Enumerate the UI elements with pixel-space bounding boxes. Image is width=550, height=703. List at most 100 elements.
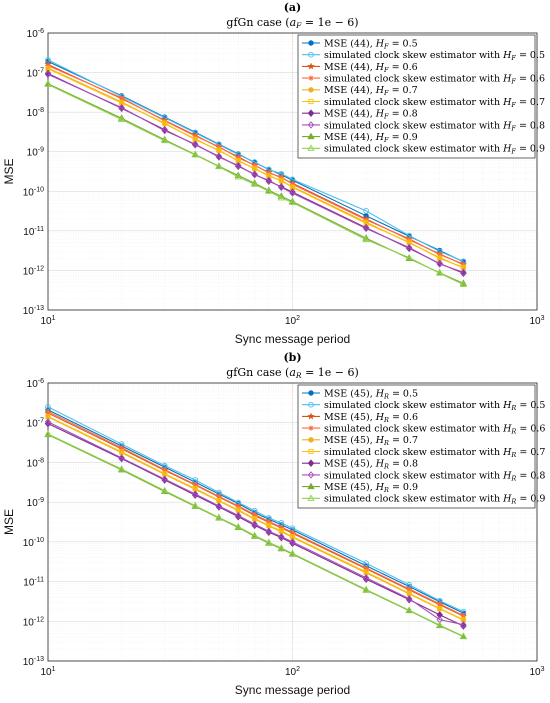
y-tick-label: 10-8: [27, 107, 44, 119]
legend-entry: simulated clock skew estimator with HF =…: [302, 97, 545, 109]
data-point: [278, 174, 284, 180]
data-point: [235, 503, 241, 509]
series-8: [44, 418, 467, 629]
x-axis-label: Sync message period: [235, 683, 350, 697]
data-point: [162, 466, 168, 473]
data-point: [45, 409, 51, 415]
data-point: [216, 493, 222, 499]
data-point: [405, 243, 413, 252]
legend-marker: [308, 51, 314, 58]
legend-entry: simulated clock skew estimator with HR =…: [302, 447, 545, 459]
data-point: [161, 136, 169, 144]
series-line: [47, 433, 464, 637]
data-point: [277, 193, 285, 201]
data-point: [44, 80, 52, 87]
series-line: [47, 416, 464, 621]
legend-label: simulated clock skew estimator with HF =…: [324, 97, 545, 109]
panel-letter: (b): [283, 351, 301, 364]
data-point: [363, 569, 369, 575]
data-point: [436, 269, 444, 276]
legend-entry: MSE (45), HR = 0.7: [302, 435, 418, 447]
legend-label: MSE (45), HR = 0.9: [324, 482, 418, 494]
legend-entry: simulated clock skew estimator with HF =…: [302, 120, 545, 132]
data-point: [460, 261, 466, 267]
data-point: [44, 418, 52, 426]
series-10: [44, 80, 467, 287]
data-point: [405, 253, 413, 261]
data-point: [405, 606, 413, 613]
data-point: [119, 449, 125, 455]
data-point: [406, 586, 412, 592]
legend-entry: simulated clock skew estimator with HR =…: [302, 424, 545, 436]
data-point: [436, 260, 443, 268]
data-point: [278, 533, 285, 542]
data-point: [437, 601, 443, 607]
data-point: [288, 198, 297, 205]
legend-label: simulated clock skew estimator with HF =…: [324, 144, 545, 156]
series-line: [47, 73, 464, 273]
legend-entry: simulated clock skew estimator with HR =…: [302, 494, 545, 506]
y-tick-label: 10-13: [23, 656, 44, 668]
data-point: [162, 120, 168, 126]
legend-entry: MSE (44), HF = 0.9: [302, 132, 418, 144]
data-point: [191, 150, 199, 158]
x-tick-label: 102: [285, 666, 300, 678]
data-point: [44, 70, 52, 79]
series-line: [47, 412, 464, 617]
data-point: [215, 502, 223, 510]
x-tick-label: 102: [285, 315, 300, 327]
data-point: [192, 133, 198, 139]
chart-title: gfGn case (aR = 1e − 6): [226, 366, 359, 380]
data-point: [436, 621, 444, 628]
legend-marker: [308, 401, 314, 408]
data-point: [161, 126, 168, 135]
series-line: [47, 406, 464, 613]
chart-panel-2: (b) gfGn case (aR = 1e − 6) 101 102 103 10-13…: [2, 351, 545, 697]
x-tick-label: 103: [529, 315, 544, 327]
legend-box: [297, 384, 536, 509]
y-tick-label: 10-10: [23, 537, 44, 549]
data-point: [265, 528, 273, 536]
data-point: [436, 611, 443, 619]
legend-marker: [307, 109, 315, 117]
data-point: [252, 511, 258, 518]
data-point: [289, 529, 296, 535]
data-point: [460, 621, 467, 629]
legend-label: MSE (45), HR = 0.7: [324, 435, 418, 447]
data-point: [216, 147, 222, 153]
data-point: [406, 236, 412, 242]
legend-label: MSE (44), HF = 0.7: [324, 85, 418, 97]
legend-entry: simulated clock skew estimator with HF =…: [302, 74, 545, 86]
legend-marker: [307, 62, 315, 70]
data-point: [265, 527, 273, 535]
data-point: [460, 622, 467, 630]
legend-label: simulated clock skew estimator with HR =…: [324, 447, 545, 459]
data-point: [215, 513, 223, 520]
y-tick-label: 10-11: [23, 226, 44, 238]
data-point: [118, 454, 125, 462]
legend-entry: simulated clock skew estimator with HR =…: [302, 400, 545, 412]
data-point: [192, 481, 198, 487]
legend-marker: [308, 437, 314, 443]
data-point: [278, 528, 284, 534]
data-point: [277, 544, 285, 551]
data-point: [235, 161, 242, 170]
legend-marker: [307, 459, 315, 467]
data-point: [278, 524, 284, 530]
legend-label: simulated clock skew estimator with HR =…: [324, 494, 545, 506]
data-point: [265, 187, 273, 194]
legend-label: MSE (44), HF = 0.9: [324, 132, 418, 144]
data-point: [460, 612, 466, 619]
legend-marker: [308, 75, 314, 81]
data-point: [405, 595, 413, 604]
data-point: [251, 171, 258, 179]
legend-label: simulated clock skew estimator with HR =…: [324, 424, 545, 436]
legend-marker: [308, 425, 314, 431]
data-point: [118, 465, 126, 472]
axes-box: [47, 382, 538, 662]
data-point: [119, 445, 125, 451]
data-point: [405, 595, 413, 603]
legend-label: MSE (44), HF = 0.8: [324, 109, 418, 121]
x-tick-label: 101: [40, 666, 55, 678]
